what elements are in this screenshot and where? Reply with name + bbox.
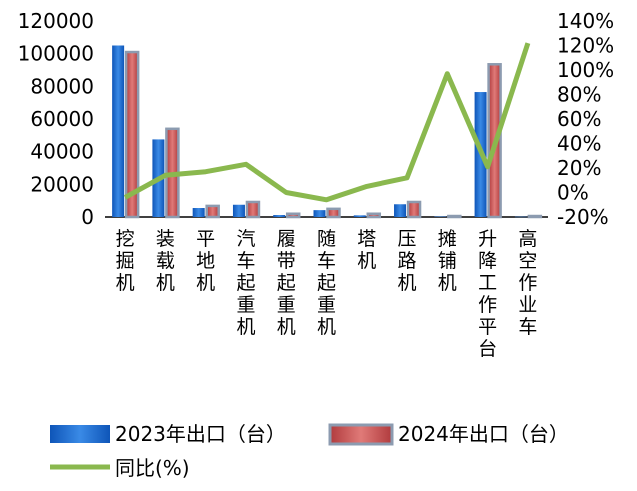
line-layer (123, 42, 531, 203)
y-left-tick-label: 40000 (30, 140, 94, 164)
x-category-label: 摊铺机 (438, 228, 457, 294)
bar-2024 (527, 214, 543, 219)
x-category-label: 履带起重机 (277, 228, 296, 338)
bar-2024 (285, 212, 301, 219)
y-right-tick-label: 60% (557, 107, 601, 131)
bar-2024 (205, 204, 220, 219)
bars-layer (112, 45, 543, 219)
y-right-tick-label: 80% (557, 83, 601, 107)
bar-2023 (112, 45, 125, 217)
x-category-label: 压路机 (398, 228, 417, 294)
y-right-tick-label: 100% (557, 58, 614, 82)
bar-2023 (232, 204, 245, 217)
x-category-label: 汽车起重机 (236, 228, 255, 338)
y-right-tick-label: 120% (557, 34, 614, 58)
y-left-tick-label: 0 (81, 205, 94, 229)
bar-2023 (313, 210, 326, 217)
bar-2023 (192, 208, 205, 217)
bar-2023 (353, 215, 366, 217)
bar-2024 (326, 207, 341, 219)
y-left-tick-label: 20000 (30, 172, 94, 196)
bar-2024 (245, 200, 261, 219)
legend-label-2023: 2023年出口（台） (115, 422, 286, 446)
x-category-label: 升降工作平台 (478, 228, 497, 360)
x-category-label: 高空作业车 (518, 228, 537, 338)
bar-2023 (394, 204, 407, 217)
x-category-label: 装载机 (156, 228, 175, 294)
labels-layer: 0 20000 40000 60000 80000 100000 120000 -20%0%2… (18, 9, 615, 360)
y-left-tick-label: 80000 (30, 74, 94, 98)
x-category-label: 挖掘机 (116, 228, 135, 294)
x-category-label: 随车起重机 (317, 228, 336, 338)
x-category-label: 塔机 (357, 228, 376, 272)
bar-2024 (366, 212, 382, 219)
y-left-tick-label: 60000 (30, 107, 94, 131)
bar-2024 (124, 50, 140, 219)
legend-label-2024: 2024年出口（台） (398, 422, 569, 446)
y-left-tick-label: 100000 (18, 42, 94, 66)
legend-swatch-2024 (328, 423, 394, 446)
y-right-tick-label: 20% (557, 156, 601, 180)
bar-2023 (434, 216, 447, 218)
y-right-tick-label: 0% (557, 181, 589, 205)
y-right-tick-label: 40% (557, 132, 601, 156)
y-left-tick-label: 120000 (18, 9, 94, 33)
bar-2024 (447, 214, 462, 219)
bar-2023 (514, 216, 527, 218)
legend-label-yoy: 同比(%) (115, 456, 190, 480)
bar-2024 (406, 200, 422, 219)
legend-swatch-2023 (50, 425, 110, 443)
y-right-tick-label: 140% (557, 9, 614, 33)
legend: 2023年出口（台） 2024年出口（台） 同比(%) (50, 422, 569, 480)
series-line-yoy (123, 42, 531, 203)
y-right-tick-label: -20% (557, 205, 609, 229)
bar-2023 (273, 215, 286, 217)
x-category-label: 平地机 (196, 228, 215, 294)
